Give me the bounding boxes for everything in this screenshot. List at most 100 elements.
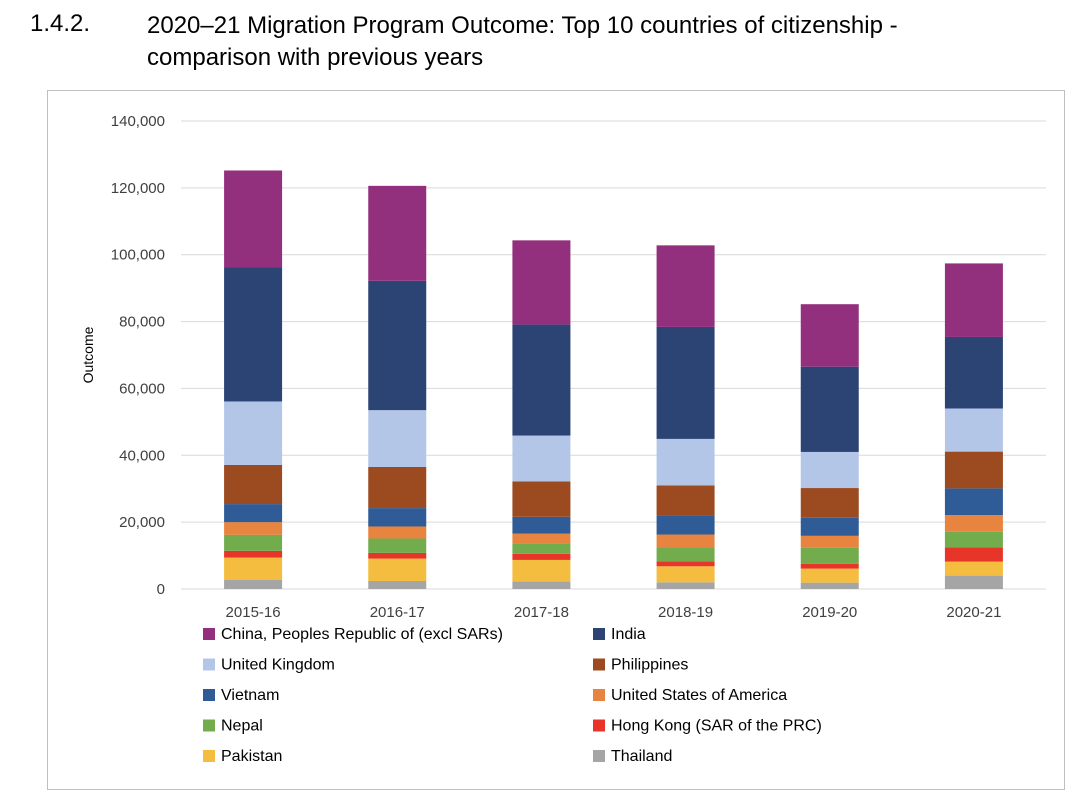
legend-label: Vietnam	[221, 687, 279, 704]
legend-label: United Kingdom	[221, 657, 335, 674]
legend-swatch	[203, 658, 215, 671]
bar-segment	[656, 534, 715, 548]
x-tick-label: 2019-20	[802, 604, 857, 621]
bar-segment	[512, 481, 571, 517]
y-axis-title: Outcome	[80, 326, 96, 383]
bar-segment	[800, 547, 859, 564]
bar-segment	[224, 534, 283, 551]
bar-segment	[512, 240, 571, 325]
bar-segment	[224, 557, 283, 580]
bar-segment	[224, 579, 283, 589]
bar-segment	[224, 550, 283, 558]
bar-segment	[944, 575, 1003, 589]
legend-swatch	[593, 689, 605, 701]
bar-segment	[656, 561, 715, 567]
bar-segment	[944, 451, 1003, 489]
bar-segment	[368, 280, 427, 411]
bar-segment	[368, 552, 427, 559]
bar-segment	[944, 336, 1003, 409]
legend-label: Thailand	[611, 748, 672, 765]
chart-frame: 0 20,000 40,000 60,000 80,000 100,000 120,000 1…	[47, 90, 1065, 790]
section-heading: 1.4.2. 2020–21 Migration Program Outcome…	[0, 0, 1080, 80]
bar-segment	[800, 568, 859, 583]
bar-segment	[656, 547, 715, 562]
bar-segment	[368, 580, 427, 589]
bar-segment	[800, 517, 859, 536]
bar-segment	[656, 245, 715, 327]
bar-segment	[944, 488, 1003, 516]
stacked-bar-chart: 0 20,000 40,000 60,000 80,000 100,000 120,000 1…	[80, 113, 1046, 765]
x-tick-label: 2018-19	[658, 604, 713, 621]
bar-segment	[368, 526, 427, 539]
y-axis-ticks: 0 20,000 40,000 60,000 80,000 100,000 120,000 1…	[111, 113, 165, 598]
legend-swatch	[203, 628, 215, 640]
bar-segment	[512, 553, 571, 560]
bar-segment	[368, 508, 427, 527]
legend: China, Peoples Republic of (excl SARs) In…	[203, 626, 822, 765]
legend-swatch	[203, 750, 215, 762]
bar-segment	[800, 451, 859, 489]
bar-segment	[800, 488, 859, 518]
bar-segment	[800, 582, 859, 589]
bar-segment	[512, 559, 571, 582]
bar-segment	[512, 324, 571, 436]
bars	[224, 170, 1003, 589]
legend-swatch	[203, 689, 215, 701]
bar-segment	[800, 304, 859, 367]
bar-segment	[656, 438, 715, 486]
bar-segment	[368, 410, 427, 467]
bar-segment	[368, 185, 427, 281]
y-tick-label: 40,000	[119, 447, 165, 464]
legend-label: United States of America	[611, 687, 787, 704]
bar-segment	[800, 563, 859, 569]
legend-label: Nepal	[221, 718, 263, 735]
bar-segment	[944, 547, 1003, 562]
bar-segment	[224, 522, 283, 535]
bar-segment	[656, 515, 715, 535]
y-tick-label: 100,000	[111, 247, 165, 264]
x-tick-label: 2020-21	[946, 604, 1001, 621]
legend-swatch	[593, 719, 605, 732]
legend-label: Philippines	[611, 657, 688, 674]
bar-segment	[512, 543, 571, 554]
y-tick-label: 80,000	[119, 314, 165, 331]
bar-segment	[368, 466, 427, 509]
bar-segment	[944, 263, 1003, 337]
bar-segment	[512, 516, 571, 534]
legend-swatch	[593, 658, 605, 671]
x-tick-label: 2016-17	[370, 604, 425, 621]
bar-segment	[224, 504, 283, 523]
bar-segment	[656, 566, 715, 583]
bar-segment	[800, 366, 859, 452]
bar-segment	[512, 435, 571, 482]
legend-swatch	[593, 628, 605, 640]
x-tick-label: 2015-16	[226, 604, 281, 621]
y-tick-label: 20,000	[119, 514, 165, 531]
legend-swatch	[593, 750, 605, 762]
x-tick-label: 2017-18	[514, 604, 569, 621]
bar-segment	[944, 561, 1003, 576]
bar-segment	[512, 581, 571, 589]
legend-swatch	[203, 719, 215, 732]
bar-segment	[944, 515, 1003, 532]
bar-segment	[944, 408, 1003, 452]
gridlines	[181, 120, 1046, 590]
legend-label: China, Peoples Republic of (excl SARs)	[221, 626, 503, 643]
bar-segment	[800, 535, 859, 548]
bar-segment	[944, 531, 1003, 548]
legend-label: Hong Kong (SAR of the PRC)	[611, 718, 822, 735]
bar-segment	[224, 170, 283, 268]
bar-segment	[368, 538, 427, 553]
bar-segment	[224, 464, 283, 505]
y-tick-label: 140,000	[111, 113, 165, 130]
bar-segment	[656, 582, 715, 589]
bar-segment	[512, 533, 571, 544]
y-tick-label: 0	[157, 581, 165, 598]
bar-segment	[368, 558, 427, 581]
section-title: 2020–21 Migration Program Outcome: Top 1…	[147, 12, 898, 71]
bar-segment	[224, 267, 283, 402]
y-tick-label: 60,000	[119, 380, 165, 397]
section-number: 1.4.2.	[30, 10, 91, 37]
bar-segment	[656, 326, 715, 439]
bar-segment	[656, 485, 715, 516]
